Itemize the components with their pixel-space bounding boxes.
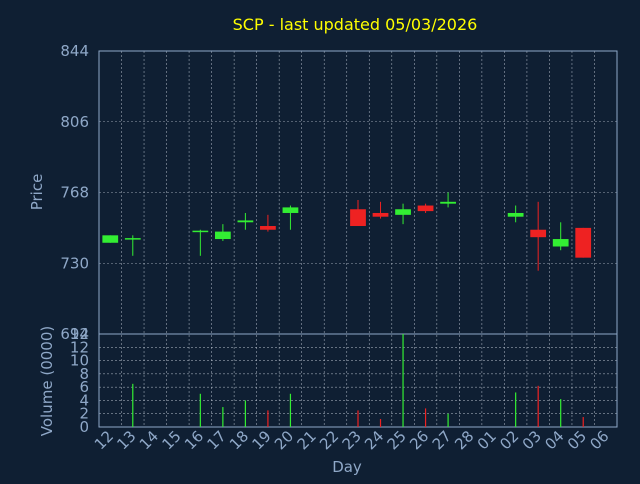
volume-bar	[515, 392, 517, 427]
volume-bar	[244, 400, 246, 427]
volume-bar	[222, 407, 224, 427]
price-tick-label: 692	[60, 325, 89, 343]
candle-body	[192, 230, 209, 233]
candle-body	[214, 231, 231, 240]
volume-tick-label: 10	[70, 352, 89, 370]
candle-body	[102, 235, 119, 243]
candle-body	[440, 201, 456, 204]
candle-body	[507, 212, 524, 217]
volume-bar	[447, 413, 449, 427]
volume-bar	[424, 408, 427, 427]
candle-body	[350, 209, 366, 227]
volume-axis-label: Volume (0000)	[38, 326, 56, 436]
price-axis-label: Price	[28, 174, 46, 211]
day-axis-label: Day	[332, 458, 362, 476]
candle-body	[575, 227, 592, 258]
volume-panel: 0246810121412131415161718192021222324252…	[70, 325, 618, 453]
price-tick-label: 844	[60, 42, 89, 60]
candle-body	[372, 212, 389, 217]
volume-tick-label: 0	[79, 418, 89, 436]
price-tick-label: 730	[60, 254, 89, 272]
volume-bar	[357, 410, 359, 427]
volume-bar	[402, 334, 404, 427]
volume-bar	[289, 393, 292, 427]
volume-bar	[537, 385, 539, 427]
price-panel: 844 806 768 730 692	[60, 42, 618, 427]
day-tick-label: 06	[586, 427, 612, 453]
volume-bar	[267, 410, 269, 427]
price-tick-label: 806	[60, 113, 89, 131]
volume-tick-label: 12	[70, 338, 89, 356]
volume-bar	[560, 399, 562, 427]
volume-bar	[199, 393, 201, 427]
volume-bar	[132, 383, 134, 427]
candle-body	[124, 238, 141, 240]
volume-tick-label: 6	[79, 378, 89, 396]
candle-body	[282, 207, 299, 213]
volume-tick-label: 2	[79, 405, 89, 423]
candle-body	[417, 205, 434, 212]
candle-body	[530, 229, 547, 238]
volume-tick-label: 4	[79, 391, 89, 409]
candle-body	[552, 239, 569, 247]
volume-tick-label: 14	[70, 325, 89, 343]
volume-bar	[582, 417, 584, 427]
candle-body	[395, 209, 411, 215]
volume-tick-label: 8	[79, 365, 89, 383]
chart-title: SCP - last updated 05/03/2026	[233, 15, 478, 34]
candle-body	[237, 220, 254, 223]
price-tick-label: 768	[60, 184, 89, 202]
volume-bar	[379, 419, 382, 427]
candle-body	[260, 226, 276, 230]
